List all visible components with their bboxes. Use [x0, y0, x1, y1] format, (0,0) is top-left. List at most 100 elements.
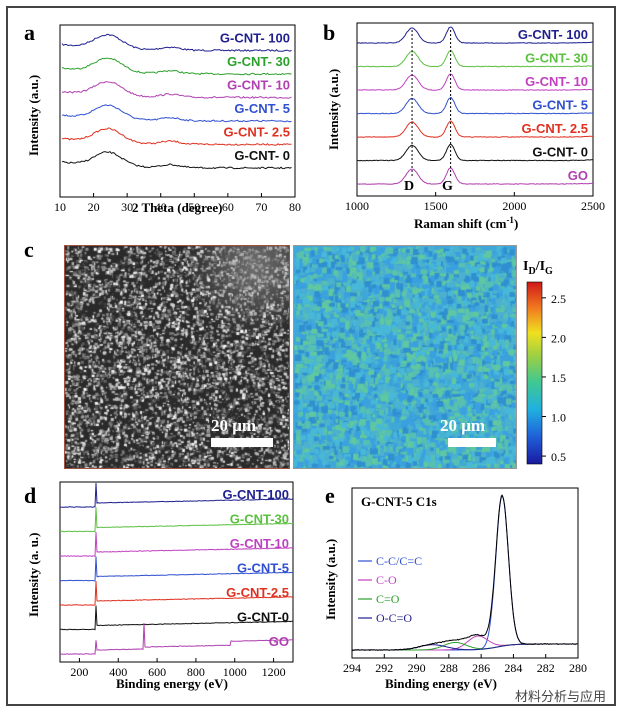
- panel-b-series-label-4: G-CNT- 2.5: [522, 121, 588, 136]
- colorbar-tick-label-1: 2.0: [551, 331, 566, 345]
- scale-bar-left: [211, 438, 273, 447]
- optical-micrograph: 20 μm: [64, 245, 290, 469]
- panel-b-xlabel-end: ): [514, 216, 518, 231]
- panel-a-xtick-label-0: 10: [54, 200, 66, 214]
- panel-e-xlabel: Binding energy (eV): [385, 676, 497, 691]
- panel-a-frame: [59, 24, 296, 198]
- panel-a-series-4: [61, 127, 292, 146]
- panel-b-xlabel: Raman shift (cm-1): [414, 215, 518, 231]
- panel-a-xtick-label-1: 20: [88, 200, 100, 214]
- colorbar-tick-label-3: 1.0: [551, 411, 566, 425]
- panel-a-series-5: [61, 150, 292, 170]
- panel-d-xtick-label-1: 400: [109, 665, 127, 679]
- panel-b-D-label: D: [404, 179, 414, 194]
- panel-a-xlabel: 2 Theta (degree): [132, 200, 223, 215]
- panel-letter-d: d: [24, 483, 36, 508]
- scale-bar-right: [448, 438, 496, 447]
- colorbar-gradient: [526, 281, 543, 465]
- panel-b-xlabel-sup: -1: [506, 215, 514, 225]
- panel-a-series-label-0: G-CNT- 100: [220, 31, 290, 46]
- panel-d-series-4: [59, 580, 293, 606]
- panel-d-xlabel: Binding energy (eV): [116, 676, 228, 691]
- raman-map: 20 μm: [293, 245, 517, 469]
- panel-d-series-label-4: G-CNT-2.5: [226, 585, 289, 600]
- panel-b-series-label-2: G-CNT- 10: [525, 74, 588, 89]
- panel-a-xtick-label-3: 40: [155, 200, 167, 214]
- figure-frame: [6, 6, 616, 706]
- panel-b-xlabel-main: Raman shift (cm: [414, 216, 507, 231]
- panel-e-title: G-CNT-5 C1s: [361, 494, 437, 509]
- scale-bar-left-label: 20 μm: [211, 416, 257, 435]
- colorbar-label: ID/IG: [523, 259, 553, 277]
- panel-b-series-label-0: G-CNT- 100: [518, 27, 588, 42]
- colorbar-tick-label-4: 0.5: [551, 450, 566, 464]
- panel-b-series-2: [356, 73, 594, 91]
- panel-b-series-4: [356, 120, 594, 138]
- panel-e-frame: [351, 487, 579, 659]
- panel-b-xtick-label-1: 1500: [424, 199, 448, 213]
- colorbar-tick-label-0: 2.5: [551, 292, 566, 306]
- panel-b-series-6: [356, 167, 593, 185]
- panel-e-legend-label-2: C=O: [376, 592, 400, 606]
- panel-a-series-label-2: G-CNT- 10: [227, 78, 290, 93]
- panel-e-xtick-label-1: 292: [375, 661, 393, 675]
- panel-e-xtick-label-2: 290: [408, 661, 426, 675]
- panel-b-chart: Raman shift (cm-1) Intensity (a.u.) 1000…: [326, 22, 605, 231]
- watermark: 材料分析与应用: [514, 690, 606, 705]
- panel-e-xtick-label-3: 288: [440, 661, 458, 675]
- raman-map-canvas: [294, 246, 516, 468]
- panel-e-envelope: [351, 494, 578, 652]
- panel-d-ylabel: Intensity (a. u.): [26, 532, 41, 617]
- panel-d-series-label-2: G-CNT-10: [230, 536, 289, 551]
- panel-e-xtick-label-6: 282: [537, 661, 555, 675]
- panel-e-xtick-label-0: 294: [343, 661, 361, 675]
- panel-a-xtick-label-7: 80: [289, 200, 301, 214]
- panel-b-series-0: [356, 26, 594, 44]
- panel-d-series-label-0: G-CNT-100: [223, 487, 289, 502]
- panel-a-chart: 2 Theta (degree) Intensity (a.u.) 10 20 30…: [26, 24, 301, 215]
- panel-a-series-2: [61, 81, 292, 99]
- panel-b-series-1: [356, 49, 594, 68]
- panel-b-series-label-6: GO: [568, 168, 588, 183]
- panel-a-ylabel: Intensity (a.u.): [26, 75, 41, 156]
- panel-b-G-label: G: [442, 179, 453, 194]
- panel-e-legend-label-0: C-C/C=C: [376, 554, 422, 568]
- panel-d-series-label-1: G-CNT-30: [230, 512, 289, 527]
- panel-d-xtick-label-4: 1000: [223, 665, 247, 679]
- panel-d-series-label-5: G-CNT-0: [237, 610, 289, 625]
- panel-a-series-3: [61, 104, 292, 123]
- panel-b-series-label-5: G-CNT- 0: [532, 145, 588, 160]
- panel-d-frame: [59, 481, 294, 663]
- panel-c-colorbar: ID/IG 2.5 2.0 1.5 1.0 0.5: [523, 259, 566, 465]
- panel-e-chart: G-CNT-5 C1s Binding energy (eV) Intensit…: [323, 487, 587, 691]
- panel-e-xtick-label-7: 280: [569, 661, 587, 675]
- panel-e-ylabel: Intensity (a.u.): [323, 539, 338, 620]
- panel-a-series-label-3: G-CNT- 5: [234, 101, 290, 116]
- panel-letter-e: e: [325, 483, 335, 508]
- panel-b-series-5: [356, 143, 594, 162]
- panel-d-chart: Binding energy (eV) Intensity (a. u.) 20…: [26, 481, 294, 691]
- panel-d-series-5: [60, 605, 294, 631]
- optical-micrograph-canvas: [65, 246, 289, 468]
- panel-d-series-1: [59, 507, 294, 533]
- panel-b-xtick-label-2: 2000: [502, 199, 526, 213]
- panel-b-ylabel: Intensity (a.u.): [326, 69, 341, 150]
- panel-a-xtick-label-4: 50: [188, 200, 200, 214]
- panel-d-series-0: [59, 482, 294, 508]
- panel-e-legend-label-1: C-O: [376, 573, 397, 587]
- panel-d-series-3: [59, 556, 294, 582]
- panel-a-series-1: [61, 57, 292, 76]
- panel-d-xtick-label-5: 1200: [262, 665, 286, 679]
- panel-b-xtick-label-0: 1000: [345, 199, 369, 213]
- panel-b-frame: [356, 22, 594, 197]
- panel-b-series-label-1: G-CNT- 30: [525, 51, 588, 66]
- panel-d-series-label-6: GO: [269, 634, 289, 649]
- panel-e-legend-label-3: O-C=O: [376, 611, 412, 625]
- panel-a-series-label-4: G-CNT- 2.5: [224, 125, 290, 140]
- panel-a-xtick-label-6: 70: [255, 200, 267, 214]
- panel-b-xtick-label-3: 2500: [581, 199, 605, 213]
- panel-a-series-0: [61, 33, 292, 52]
- panel-e-xtick-label-4: 286: [472, 661, 490, 675]
- colorbar-tick-label-2: 1.5: [551, 371, 566, 385]
